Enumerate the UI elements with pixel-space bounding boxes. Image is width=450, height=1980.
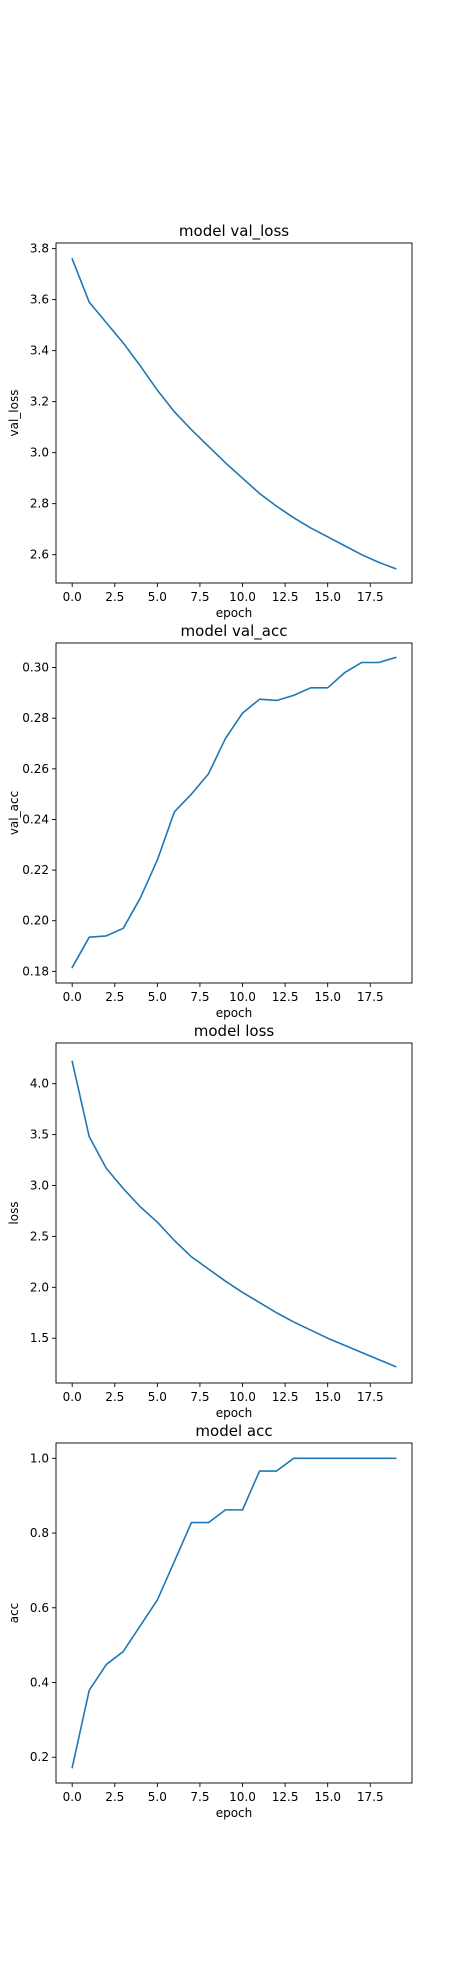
- y-tick-label: 0.28: [22, 711, 49, 725]
- y-tick-label: 3.4: [30, 344, 49, 358]
- y-tick-label: 0.22: [22, 863, 49, 877]
- y-tick-label: 0.24: [22, 812, 49, 826]
- x-tick-label: 10.0: [229, 1390, 256, 1404]
- x-tick-label: 2.5: [105, 1390, 124, 1404]
- y-tick-label: 3.2: [30, 395, 49, 409]
- x-tick-label: 5.0: [148, 590, 167, 604]
- chart-title: model acc: [195, 1422, 272, 1440]
- plot-frame: [55, 242, 413, 584]
- chart-panel-4: model acc 0.0 2.5 5.0 7.5 10.0 12.5 15.0 17.5 0.2…: [7, 1422, 413, 1820]
- y-tick-label: 2.6: [30, 548, 49, 562]
- series-line: [71, 1457, 397, 1769]
- x-tick-label: 0.0: [63, 1790, 82, 1804]
- y-tick-label: 3.8: [30, 242, 49, 256]
- y-axis-label: val_loss: [7, 390, 21, 437]
- y-tick-label: 0.18: [22, 964, 49, 978]
- series-line: [71, 258, 397, 570]
- y-tick-label: 1.0: [30, 1451, 49, 1465]
- plot-frame: [55, 1042, 413, 1384]
- x-tick-label: 2.5: [105, 1790, 124, 1804]
- x-tick-label: 12.5: [272, 590, 299, 604]
- x-tick-label: 7.5: [190, 590, 209, 604]
- x-tick-label: 10.0: [229, 990, 256, 1004]
- y-axis-label: loss: [7, 1201, 21, 1224]
- y-tick-label: 2.8: [30, 497, 49, 511]
- chart-panel-3: model loss 0.0 2.5 5.0 7.5 10.0 12.5 15.0 17.5 1.…: [7, 1022, 413, 1420]
- y-tick-label: 0.20: [22, 914, 49, 928]
- y-tick-label: 4.0: [30, 1077, 49, 1091]
- x-tick-label: 0.0: [63, 990, 82, 1004]
- y-tick-label: 3.0: [30, 1179, 49, 1193]
- x-tick-label: 12.5: [272, 990, 299, 1004]
- x-tick-label: 12.5: [272, 1790, 299, 1804]
- x-axis-label: epoch: [216, 1806, 253, 1820]
- y-tick-label: 3.0: [30, 446, 49, 460]
- x-tick-label: 15.0: [314, 990, 341, 1004]
- y-tick-label: 1.5: [30, 1331, 49, 1345]
- x-axis-label: epoch: [216, 1406, 253, 1420]
- x-tick-label: 5.0: [148, 1790, 167, 1804]
- series-line: [71, 1060, 397, 1368]
- chart-panel-1: model val_loss 0.0 2.5 5.0 7.5 10.0 12.5 15.0 17…: [7, 222, 413, 620]
- x-axis-label: epoch: [216, 1006, 253, 1020]
- x-tick-label: 15.0: [314, 1790, 341, 1804]
- y-tick-label: 0.26: [22, 762, 49, 776]
- x-tick-label: 17.5: [357, 1790, 384, 1804]
- x-tick-label: 17.5: [357, 590, 384, 604]
- x-tick-label: 7.5: [190, 1790, 209, 1804]
- x-tick-label: 7.5: [190, 990, 209, 1004]
- x-tick-label: 5.0: [148, 1390, 167, 1404]
- x-tick-label: 17.5: [357, 990, 384, 1004]
- y-tick-label: 2.0: [30, 1280, 49, 1294]
- chart-title: model val_acc: [181, 622, 288, 641]
- series-line: [71, 656, 397, 969]
- plot-frame: [55, 1442, 413, 1784]
- x-tick-label: 15.0: [314, 1390, 341, 1404]
- y-tick-label: 0.8: [30, 1526, 49, 1540]
- x-tick-label: 15.0: [314, 590, 341, 604]
- x-tick-label: 0.0: [63, 1390, 82, 1404]
- y-tick-label: 3.5: [30, 1128, 49, 1142]
- x-tick-label: 10.0: [229, 1790, 256, 1804]
- chart-title: model val_loss: [179, 222, 289, 241]
- plot-frame: [55, 642, 413, 984]
- y-tick-label: 3.6: [30, 293, 49, 307]
- x-tick-label: 12.5: [272, 1390, 299, 1404]
- y-tick-label: 0.6: [30, 1601, 49, 1615]
- y-tick-label: 2.5: [30, 1229, 49, 1243]
- x-axis-label: epoch: [216, 606, 253, 620]
- x-tick-label: 10.0: [229, 590, 256, 604]
- x-tick-label: 7.5: [190, 1390, 209, 1404]
- chart-title: model loss: [194, 1022, 275, 1040]
- y-axis-label: val_acc: [7, 791, 21, 835]
- x-tick-label: 2.5: [105, 990, 124, 1004]
- y-tick-label: 0.2: [30, 1750, 49, 1764]
- chart-panel-2: model val_acc 0.0 2.5 5.0 7.5 10.0 12.5 15.0 17.…: [7, 622, 413, 1020]
- y-tick-label: 0.30: [22, 661, 49, 675]
- x-tick-label: 17.5: [357, 1390, 384, 1404]
- y-tick-label: 0.4: [30, 1675, 49, 1689]
- x-tick-label: 5.0: [148, 990, 167, 1004]
- x-tick-label: 2.5: [105, 590, 124, 604]
- y-axis-label: acc: [7, 1603, 21, 1624]
- x-tick-label: 0.0: [63, 590, 82, 604]
